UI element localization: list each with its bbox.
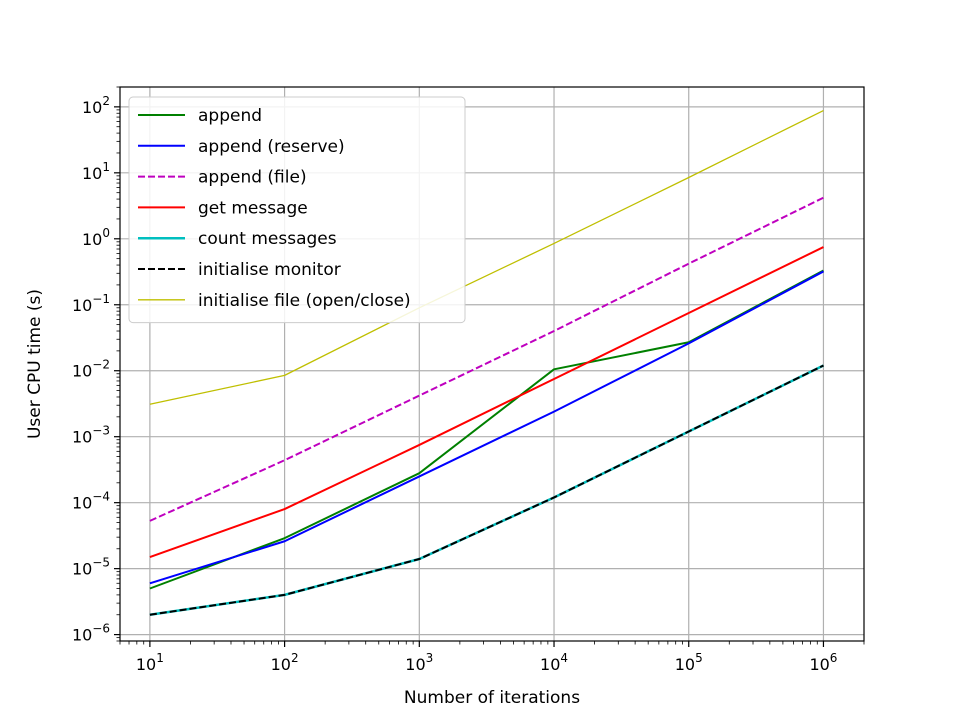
x-axis: 101 102 103 104 105 106 [119,641,865,674]
y-axis: 10−6 10−5 10−4 10−3 10−2 10−1 100 101 102 [72,86,120,645]
y-tick-label: 10−5 [72,556,110,579]
x-tick-label: 101 [136,651,164,674]
legend-label-2: append (file) [198,168,307,188]
legend-label-4: count messages [198,229,337,249]
x-tick-label: 106 [809,651,837,674]
series-line-1 [149,270,824,585]
legend-label-3: get message [198,198,308,218]
x-tick-label: 104 [540,651,568,674]
y-tick-label: 102 [82,94,110,117]
series-line-3 [149,246,824,558]
x-tick-label: 102 [271,651,299,674]
y-tick-label: 10−6 [72,622,110,645]
legend-label-5: initialise monitor [198,260,341,280]
y-tick-label: 10−4 [72,490,110,513]
y-axis-label: User CPU time (s) [25,289,45,439]
x-tick-label: 105 [675,651,703,674]
x-axis-label: Number of iterations [404,688,580,708]
x-tick-label: 103 [405,651,433,674]
series-line-6 [149,109,824,405]
y-tick-label: 10−3 [72,424,110,447]
legend-label-0: append [198,106,262,126]
series-line-2 [149,196,824,522]
y-tick-label: 10−1 [72,292,110,315]
plot-frame [119,86,865,642]
legend-label-1: append (reserve) [198,137,345,157]
y-tick-label: 101 [82,160,110,183]
y-tick-label: 100 [82,226,110,249]
series-line-5 [149,364,824,616]
legend-box [128,96,466,324]
legend: append append (reserve) append (file) get m… [128,96,466,324]
series-layer [149,109,824,616]
legend-label-6: initialise file (open/close) [198,291,411,311]
y-tick-label: 10−2 [72,358,110,381]
